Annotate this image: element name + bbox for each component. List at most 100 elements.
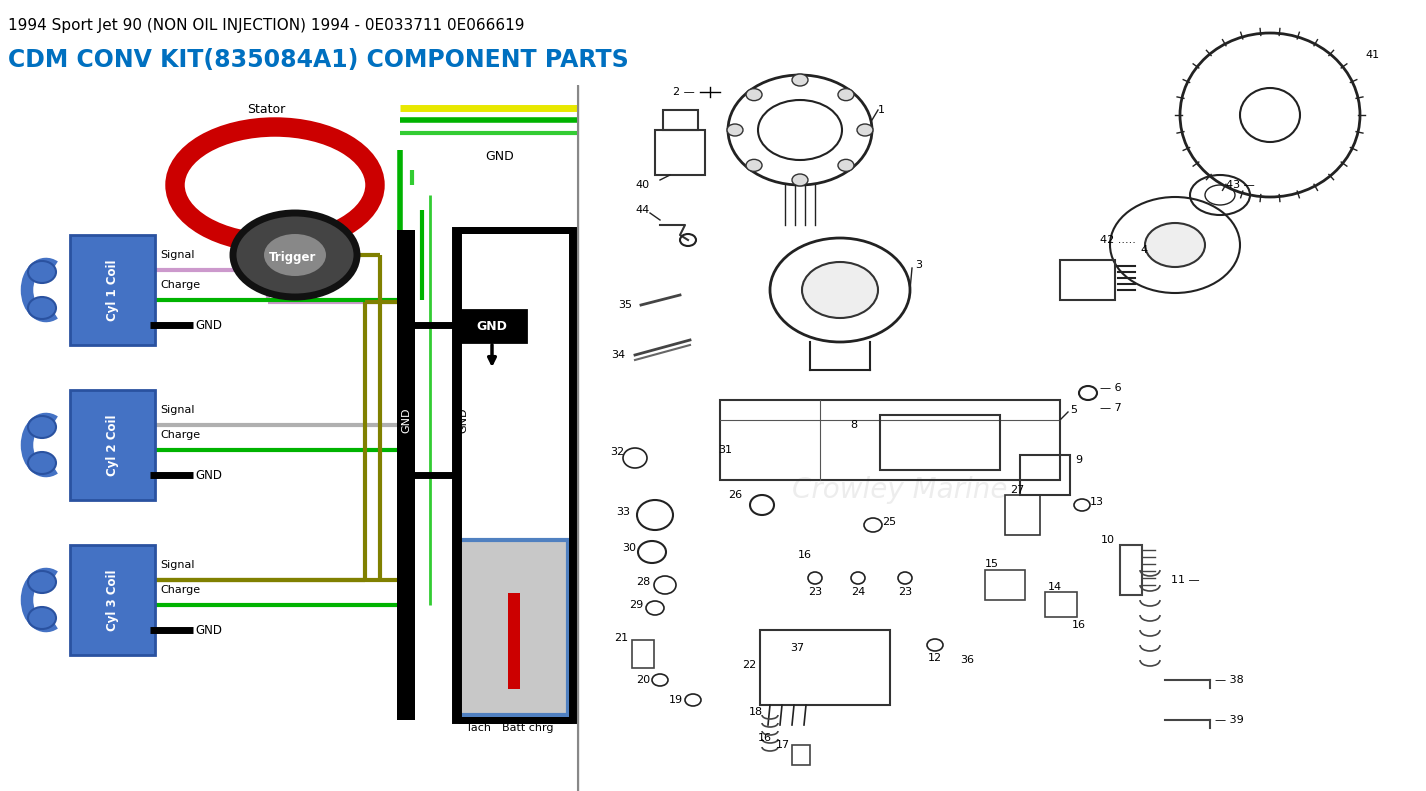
Text: 13: 13 bbox=[1089, 497, 1104, 507]
Bar bbox=[760, 630, 890, 705]
Text: 29: 29 bbox=[629, 600, 643, 610]
Bar bbox=[1005, 495, 1040, 535]
Text: 16: 16 bbox=[799, 550, 811, 560]
Text: Crowley Marine: Crowley Marine bbox=[793, 476, 1008, 504]
Text: 11 —: 11 — bbox=[1171, 575, 1201, 585]
Text: Cyl 1 Coil: Cyl 1 Coil bbox=[106, 259, 118, 320]
Text: GND: GND bbox=[486, 150, 515, 164]
Text: 40: 40 bbox=[636, 180, 650, 190]
Ellipse shape bbox=[1145, 223, 1205, 267]
Ellipse shape bbox=[746, 159, 761, 172]
Ellipse shape bbox=[838, 159, 854, 172]
Text: 1: 1 bbox=[878, 105, 886, 115]
Ellipse shape bbox=[29, 261, 56, 283]
Bar bbox=[70, 390, 155, 500]
Text: 23: 23 bbox=[809, 587, 821, 597]
Text: GND: GND bbox=[195, 624, 222, 637]
Text: 34: 34 bbox=[610, 350, 625, 360]
Bar bbox=[655, 130, 704, 175]
Bar bbox=[508, 592, 519, 689]
Ellipse shape bbox=[29, 297, 56, 319]
Bar bbox=[985, 570, 1025, 600]
Bar bbox=[663, 110, 697, 130]
Ellipse shape bbox=[29, 416, 56, 438]
Text: 32: 32 bbox=[610, 447, 625, 457]
Bar bbox=[632, 640, 655, 668]
Text: 41: 41 bbox=[1365, 50, 1379, 60]
Ellipse shape bbox=[232, 213, 356, 297]
Text: 1994 Sport Jet 90 (NON OIL INJECTION) 1994 - 0E033711 0E066619: 1994 Sport Jet 90 (NON OIL INJECTION) 19… bbox=[9, 18, 525, 33]
Bar bbox=[70, 545, 155, 655]
Ellipse shape bbox=[29, 452, 56, 474]
Bar bbox=[455, 230, 575, 720]
Text: 27: 27 bbox=[1010, 485, 1024, 495]
Text: 44: 44 bbox=[635, 205, 649, 215]
Text: Signal: Signal bbox=[160, 250, 194, 260]
Text: 22: 22 bbox=[742, 660, 756, 670]
Bar bbox=[1020, 455, 1070, 495]
Text: 16: 16 bbox=[759, 733, 771, 743]
Ellipse shape bbox=[727, 124, 743, 136]
Ellipse shape bbox=[791, 74, 809, 86]
Ellipse shape bbox=[791, 174, 809, 186]
Ellipse shape bbox=[264, 234, 327, 276]
Ellipse shape bbox=[746, 89, 761, 100]
Text: — 7: — 7 bbox=[1099, 403, 1122, 413]
Text: Stator: Stator bbox=[247, 103, 285, 116]
Ellipse shape bbox=[29, 607, 56, 629]
Text: 35: 35 bbox=[617, 300, 632, 310]
Text: 10: 10 bbox=[1101, 535, 1115, 545]
Text: 19: 19 bbox=[669, 695, 683, 705]
Text: 20: 20 bbox=[636, 675, 650, 685]
Text: — 39: — 39 bbox=[1215, 715, 1243, 725]
Text: 9: 9 bbox=[1075, 455, 1082, 465]
Text: Trigger: Trigger bbox=[270, 251, 317, 263]
Text: Signal: Signal bbox=[160, 560, 194, 570]
Bar bbox=[1060, 260, 1115, 300]
Text: Charge: Charge bbox=[160, 430, 200, 440]
Text: Cyl 2 Coil: Cyl 2 Coil bbox=[106, 414, 118, 475]
Text: 33: 33 bbox=[616, 507, 630, 517]
Text: 18: 18 bbox=[749, 707, 763, 717]
Text: Tach: Tach bbox=[466, 723, 491, 733]
Text: — 6: — 6 bbox=[1099, 383, 1122, 393]
Bar bbox=[1045, 592, 1077, 617]
Text: 25: 25 bbox=[883, 517, 896, 527]
Text: 24: 24 bbox=[851, 587, 866, 597]
Ellipse shape bbox=[801, 262, 878, 318]
Bar bbox=[458, 540, 568, 715]
Text: GND: GND bbox=[195, 319, 222, 332]
Text: 21: 21 bbox=[613, 633, 627, 643]
Text: 4: 4 bbox=[1139, 245, 1147, 255]
Text: 42 .....: 42 ..... bbox=[1099, 235, 1137, 245]
Bar bbox=[791, 745, 810, 765]
Text: 31: 31 bbox=[719, 445, 732, 455]
Text: Charge: Charge bbox=[160, 585, 200, 595]
Text: Charge: Charge bbox=[160, 280, 200, 290]
Text: 17: 17 bbox=[776, 740, 790, 750]
Text: Batt chrg: Batt chrg bbox=[502, 723, 553, 733]
Text: GND: GND bbox=[458, 407, 468, 433]
Text: 16: 16 bbox=[1072, 620, 1087, 630]
Text: 14: 14 bbox=[1048, 582, 1062, 592]
Bar bbox=[578, 85, 1426, 791]
Text: 3: 3 bbox=[915, 260, 923, 270]
Ellipse shape bbox=[838, 89, 854, 100]
Text: — 38: — 38 bbox=[1215, 675, 1243, 685]
Text: 26: 26 bbox=[727, 490, 742, 500]
Text: GND: GND bbox=[195, 469, 222, 482]
Text: 2 —: 2 — bbox=[673, 87, 694, 97]
Text: 23: 23 bbox=[898, 587, 913, 597]
Ellipse shape bbox=[29, 571, 56, 593]
Text: CDM CONV KIT(835084A1) COMPONENT PARTS: CDM CONV KIT(835084A1) COMPONENT PARTS bbox=[9, 48, 629, 72]
Text: 30: 30 bbox=[622, 543, 636, 553]
Text: GND: GND bbox=[401, 407, 411, 433]
Bar bbox=[70, 235, 155, 345]
Bar bbox=[880, 415, 1000, 470]
Text: 5: 5 bbox=[1070, 405, 1077, 415]
Bar bbox=[1119, 545, 1142, 595]
Text: GND: GND bbox=[476, 320, 508, 332]
Text: 37: 37 bbox=[790, 643, 804, 653]
Text: 28: 28 bbox=[636, 577, 650, 587]
Bar bbox=[720, 400, 1060, 480]
